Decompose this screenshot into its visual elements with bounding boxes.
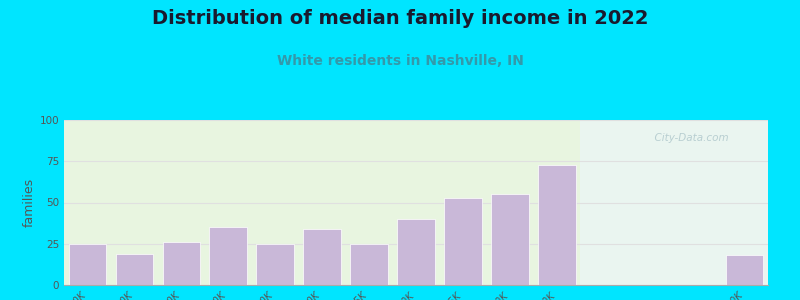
Bar: [69, 244, 106, 285]
Bar: [398, 219, 434, 285]
Bar: [257, 244, 294, 285]
Bar: [210, 227, 247, 285]
Text: City-Data.com: City-Data.com: [648, 133, 729, 143]
Bar: [350, 244, 388, 285]
Bar: [538, 164, 575, 285]
Text: Distribution of median family income in 2022: Distribution of median family income in …: [152, 9, 648, 28]
Text: White residents in Nashville, IN: White residents in Nashville, IN: [277, 54, 523, 68]
Bar: [303, 229, 341, 285]
Bar: [726, 255, 763, 285]
Bar: [116, 254, 153, 285]
Y-axis label: families: families: [22, 178, 35, 227]
Bar: [580, 120, 650, 285]
Bar: [491, 194, 529, 285]
Bar: [162, 242, 200, 285]
Bar: [580, 120, 650, 161]
Bar: [580, 120, 791, 285]
Bar: [444, 197, 482, 285]
